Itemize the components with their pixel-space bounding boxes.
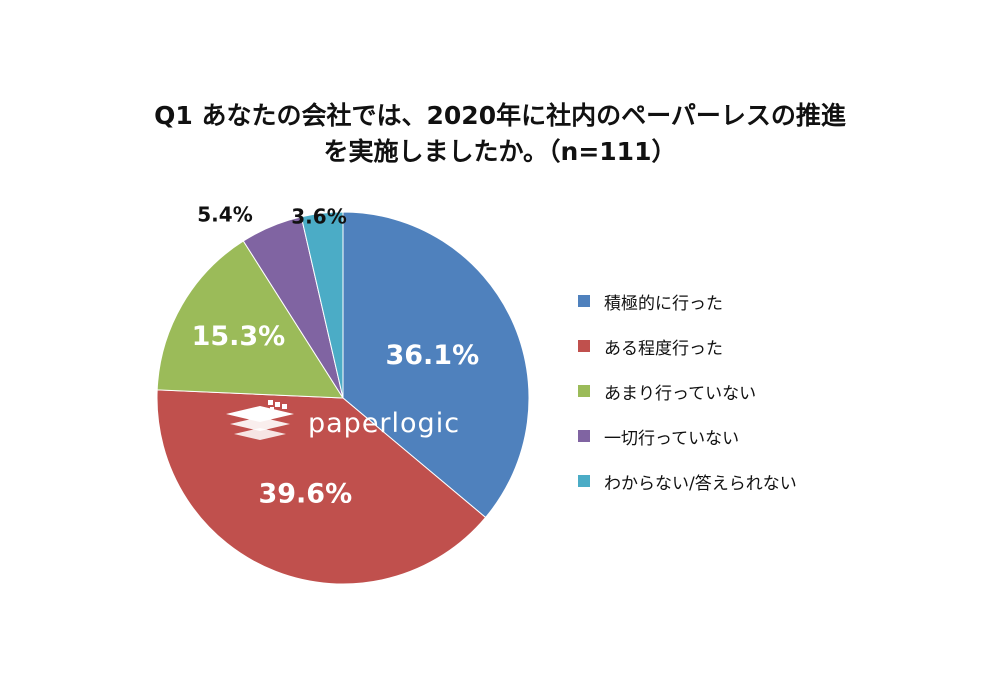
legend-swatch [578, 295, 590, 307]
pie-slice-1 [342, 211, 530, 519]
legend-swatch [578, 385, 590, 397]
legend-label: わからない/答えられない [604, 473, 797, 494]
legend-item-2: ある程度行った [578, 335, 797, 359]
legend-swatch [578, 430, 590, 442]
legend-item-1: 積極的に行った [578, 290, 797, 314]
legend: 積極的に行った ある程度行ったあまり行っていない 一切行っていないわからない/答えら… [578, 290, 797, 515]
data-label-3: 15.3% [192, 321, 286, 352]
legend-item-4: 一切行っていない [578, 425, 797, 449]
legend-label: あまり行っていない [604, 383, 757, 404]
paperlogic-logo-icon [226, 400, 294, 440]
legend-label: ある程度行った [604, 338, 723, 359]
data-label-2: 39.6% [258, 479, 352, 510]
legend-label: 積極的に行った [604, 293, 723, 314]
data-label-5: 3.6% [291, 205, 346, 229]
paperlogic-wordmark: paperlogic [308, 407, 461, 439]
legend-item-3: あまり行っていない [578, 380, 797, 404]
paperlogic-watermark: paperlogic [224, 400, 460, 446]
legend-swatch [578, 340, 590, 352]
pie-slice-5 [300, 211, 344, 399]
legend-item-5: わからない/答えられない [578, 470, 797, 494]
legend-swatch [578, 475, 590, 487]
chart-title-line-1: Q1 あなたの会社では、2020年に社内のペーパーレスの推進 [154, 101, 846, 130]
legend-label: 一切行っていない [604, 428, 740, 449]
data-label-4: 5.4% [197, 203, 252, 227]
chart-title-line-2: を実施しましたか。（n=111） [323, 137, 677, 166]
pie-slice-3 [156, 240, 344, 399]
chart-title: Q1 あなたの会社では、2020年に社内のペーパーレスの推進 を実施しましたか。… [100, 98, 900, 170]
data-label-1: 36.1% [385, 340, 479, 371]
pie-slice-2 [156, 389, 487, 585]
